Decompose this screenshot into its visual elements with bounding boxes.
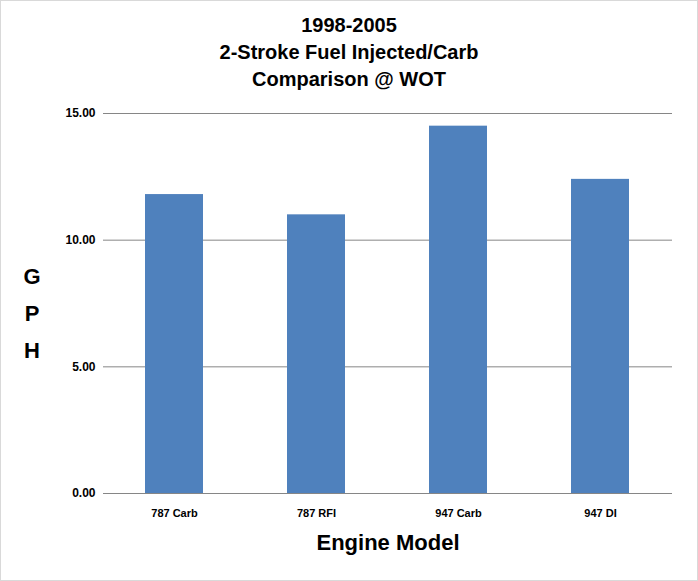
svg-text:10.00: 10.00 [65, 233, 95, 247]
svg-text:947 DI: 947 DI [584, 507, 616, 519]
svg-text:787 RFI: 787 RFI [297, 507, 336, 519]
svg-text:947 Carb: 947 Carb [435, 507, 482, 519]
svg-text:15.00: 15.00 [65, 106, 95, 120]
html-text:G: G [23, 264, 41, 289]
svg-text:787 Carb: 787 Carb [151, 507, 198, 519]
html-text:P: P [24, 301, 40, 326]
html-text:H: H [24, 338, 40, 363]
html-text:1998-2005 2-Stroke Fuel Inject: 1998-2005 2-Stroke Fuel Injected/Carb Co… [219, 14, 479, 90]
svg-text:0.00: 0.00 [72, 486, 96, 500]
svg-text:Engine Model: Engine Model [317, 530, 460, 555]
svg-text:5.00: 5.00 [72, 360, 96, 374]
